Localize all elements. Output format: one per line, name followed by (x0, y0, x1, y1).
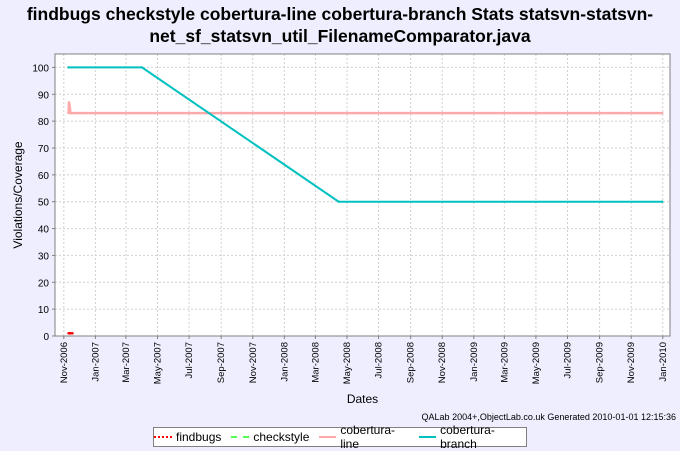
x-axis-label: Dates (347, 392, 378, 406)
y-tick-label: 20 (38, 278, 50, 289)
y-tick-label: 80 (38, 117, 50, 128)
legend-item-cobertura-line: cobertura-line (319, 423, 409, 451)
chart-title: findbugs checkstyle cobertura-line cober… (0, 3, 680, 47)
data-point-cobertura-line (67, 101, 71, 104)
legend-label-cobertura-branch: cobertura-branch (440, 423, 495, 451)
data-point-cobertura-line (68, 103, 71, 107)
x-tick-label: Sep-2008 (406, 342, 417, 383)
data-point-cobertura-branch (661, 200, 664, 203)
legend-label-checkstyle: checkstyle (253, 430, 310, 444)
x-tick-label: Nov-2009 (626, 342, 637, 383)
data-point-findbugs (71, 332, 74, 335)
legend-swatch-cobertura-branch (419, 436, 437, 438)
y-tick-label: 10 (38, 305, 50, 316)
x-tick-label: Nov-2007 (248, 342, 259, 383)
legend-swatch-checkstyle (231, 436, 250, 438)
x-tick-label: Mar-2007 (121, 342, 132, 383)
chart-title-line-2: net_sf_statsvn_util_FilenameComparator.j… (149, 26, 531, 46)
chart-legend: findbugs checkstyle cobertura-line cobertur… (153, 423, 527, 451)
legend-item-checkstyle: checkstyle (231, 430, 309, 444)
x-tick-label: Sep-2009 (595, 342, 606, 383)
y-tick-label: 70 (38, 144, 50, 155)
y-tick-label: 60 (38, 171, 50, 182)
x-tick-label: May-2008 (342, 342, 353, 384)
x-tick-label: May-2007 (153, 342, 164, 384)
x-tick-label: Sep-2007 (216, 342, 227, 383)
x-tick-label: May-2009 (531, 342, 542, 384)
y-axis-label: Violations/Coverage (11, 141, 25, 249)
x-tick-label: Jul-2007 (184, 342, 195, 378)
data-point-cobertura-line (67, 111, 70, 115)
x-tick-label: Jan-2009 (469, 342, 480, 382)
plot-area (55, 54, 670, 336)
x-tick-label: Nov-2006 (59, 342, 70, 383)
data-point-cobertura-branch (140, 66, 144, 69)
data-point-cobertura-line (661, 111, 664, 115)
generated-credit: QALab 2004+,ObjectLab.co.uk Generated 20… (421, 412, 676, 422)
y-tick-label: 0 (43, 332, 49, 343)
y-tick-label: 30 (38, 251, 50, 262)
x-tick-label: Mar-2008 (310, 342, 321, 383)
y-tick-label: 100 (32, 63, 49, 74)
data-point-cobertura-line (69, 111, 72, 115)
plot-border (54, 53, 671, 337)
x-tick-label: Jan-2010 (658, 342, 669, 382)
x-tick-label: Jan-2007 (90, 342, 101, 382)
legend-label-cobertura-line: cobertura-line (340, 423, 396, 451)
y-tick-label: 90 (38, 90, 50, 101)
x-tick-label: Jul-2008 (374, 342, 385, 378)
y-tick-label: 50 (38, 198, 50, 209)
data-point-cobertura-branch (337, 200, 340, 203)
data-point-cobertura-branch (67, 66, 70, 69)
x-tick-label: Mar-2009 (499, 342, 510, 383)
legend-swatch-cobertura-line (319, 436, 337, 438)
legend-swatch-findbugs (154, 436, 172, 438)
chart-title-line-1: findbugs checkstyle cobertura-line cober… (26, 4, 654, 24)
legend-item-findbugs: findbugs (154, 430, 221, 444)
y-tick-label: 40 (38, 225, 50, 236)
series-line-cobertura-branch (68, 66, 663, 203)
x-tick-label: Jan-2008 (279, 342, 290, 382)
legend-item-cobertura-branch: cobertura-branch (419, 423, 526, 451)
legend-label-findbugs: findbugs (176, 430, 222, 444)
x-tick-label: Jul-2009 (563, 342, 574, 378)
x-tick-label: Nov-2008 (437, 342, 448, 383)
